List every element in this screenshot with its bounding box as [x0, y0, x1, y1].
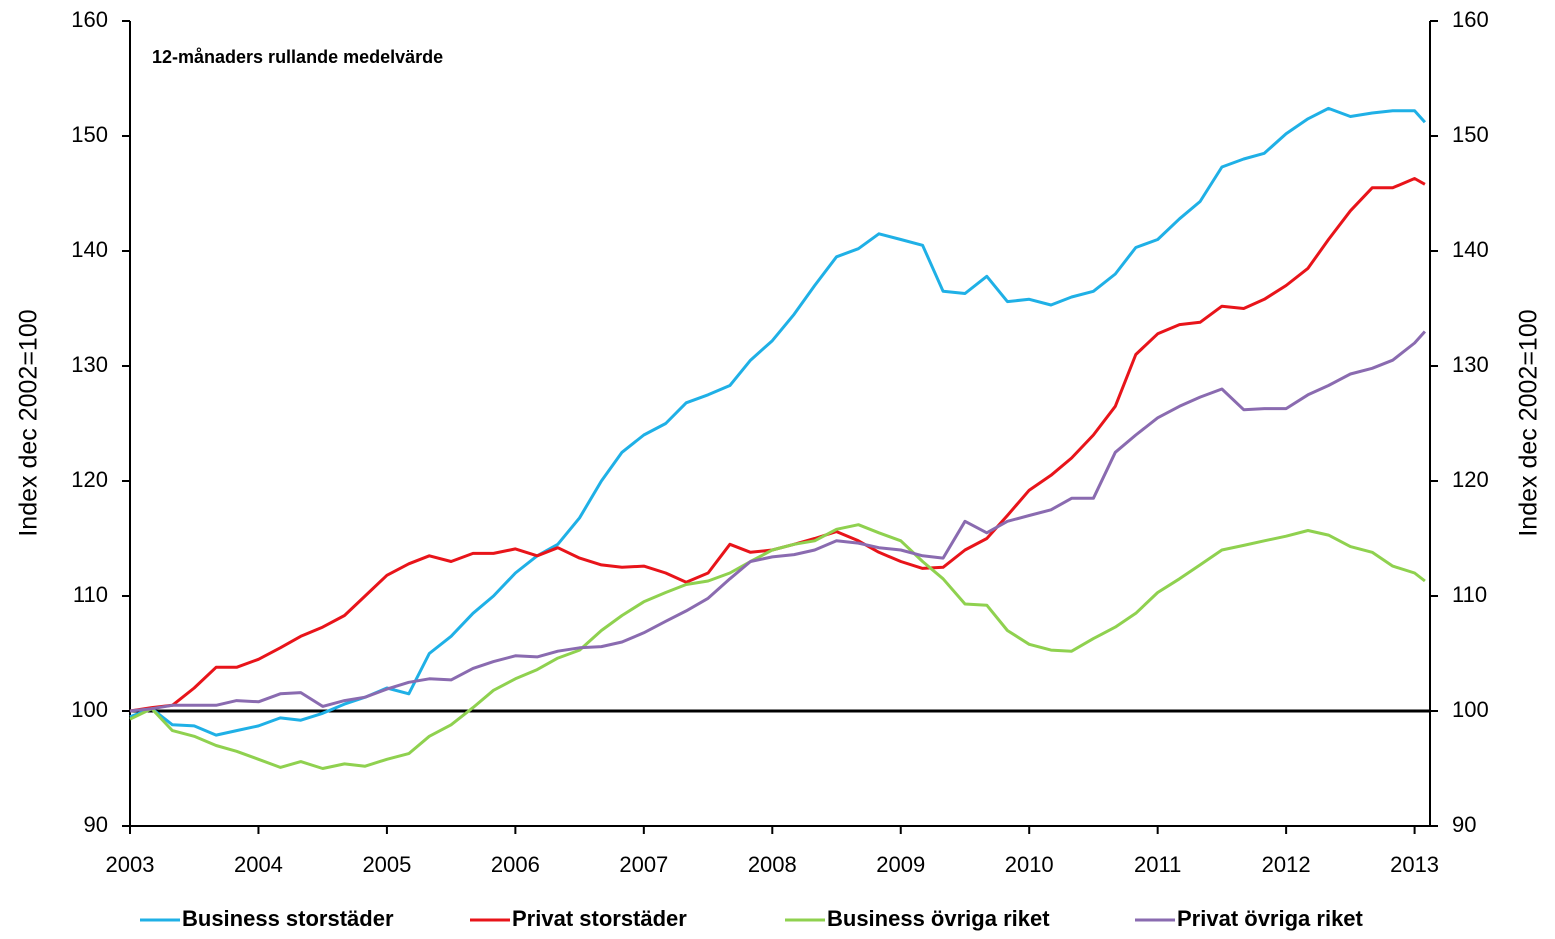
- series-line: [129, 330, 1427, 713]
- y-tick-label: 120: [71, 467, 108, 492]
- legend-label: Privat övriga riket: [1177, 906, 1364, 931]
- x-tick-label: 2007: [619, 852, 668, 877]
- y-axis-label: Index dec 2002=100: [15, 309, 43, 536]
- series-line: [129, 106, 1427, 737]
- x-tick-label: 2010: [1005, 852, 1054, 877]
- y-tick-label: 100: [71, 697, 108, 722]
- x-tick-label: 2003: [106, 852, 155, 877]
- legend-label: Business storstäder: [182, 906, 394, 931]
- x-tick-label: 2009: [876, 852, 925, 877]
- y-tick-label: 130: [71, 352, 108, 377]
- y-tick-label: 150: [71, 122, 108, 147]
- series-line: [129, 177, 1426, 713]
- y2-tick-label: 90: [1452, 812, 1476, 837]
- x-tick-label: 2013: [1390, 852, 1439, 877]
- y2-tick-label: 140: [1452, 237, 1489, 262]
- y-tick-label: 90: [84, 812, 108, 837]
- x-tick-label: 2008: [748, 852, 797, 877]
- legend-label: Privat storstäder: [512, 906, 687, 931]
- x-tick-label: 2004: [234, 852, 283, 877]
- y2-tick-label: 100: [1452, 697, 1489, 722]
- x-tick-label: 2005: [362, 852, 411, 877]
- y2-tick-label: 150: [1452, 122, 1489, 147]
- legend-label: Business övriga riket: [827, 906, 1050, 931]
- y2-tick-label: 160: [1452, 7, 1489, 32]
- x-tick-label: 2011: [1134, 852, 1181, 877]
- y2-tick-label: 110: [1452, 582, 1487, 607]
- series-line: [129, 523, 1426, 770]
- y-tick-label: 160: [71, 7, 108, 32]
- annotation: 12-månaders rullande medelvärde: [152, 47, 443, 67]
- y2-tick-label: 120: [1452, 467, 1489, 492]
- y2-tick-label: 130: [1452, 352, 1489, 377]
- x-tick-label: 2006: [491, 852, 540, 877]
- y2-axis-label: Index dec 2002=100: [1515, 309, 1543, 536]
- x-tick-label: 2012: [1262, 852, 1311, 877]
- y-tick-label: 110: [73, 582, 108, 607]
- y-tick-label: 140: [71, 237, 108, 262]
